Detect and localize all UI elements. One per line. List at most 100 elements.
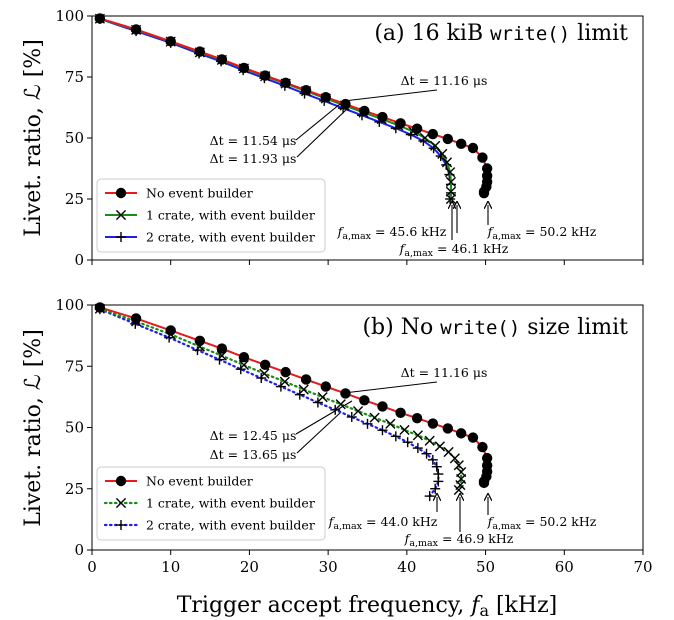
legend-label: 2 crate, with event builder — [146, 230, 315, 245]
legend-label: No event builder — [146, 474, 253, 489]
data-point — [427, 418, 439, 429]
data-point — [259, 359, 271, 370]
data-point — [442, 133, 453, 145]
data-point — [340, 388, 351, 399]
y-tick-label: 75 — [65, 68, 84, 86]
data-point — [279, 376, 290, 387]
series-1 — [94, 302, 493, 489]
annotation: Δt = 11.54 μs — [210, 103, 341, 148]
data-point — [481, 163, 493, 174]
data-point — [94, 13, 106, 24]
annotation-leader — [295, 103, 341, 141]
data-point — [455, 138, 467, 150]
x-tick-label: 40 — [397, 558, 416, 576]
data-point — [399, 424, 410, 436]
x-tick-label: 60 — [555, 558, 574, 576]
legend-entry: 2 crate, with event builder — [103, 518, 315, 533]
data-point — [445, 186, 457, 197]
data-point — [442, 423, 453, 434]
legend: No event builder 1 crate, with event buil… — [96, 466, 326, 541]
annotation: fa,max = 46.1 kHz — [399, 205, 509, 259]
data-point — [445, 167, 456, 178]
svg-text:fa,max = 44.0 kHz: fa,max = 44.0 kHz — [328, 514, 438, 532]
svg-text:Δt = 11.54 μs: Δt = 11.54 μs — [210, 133, 297, 148]
data-point — [437, 148, 448, 159]
data-point — [317, 392, 328, 403]
legend-entry: No event builder — [105, 186, 253, 201]
data-point — [477, 441, 488, 453]
data-point — [430, 483, 441, 494]
data-point — [116, 232, 126, 242]
annotation: Δt = 13.65 μs — [210, 412, 341, 462]
data-point — [214, 354, 225, 365]
panel-a: 0 25 50 75 100 Livet. ratio, ℒ [%] (a) 16 kiB … — [21, 7, 644, 269]
data-point — [402, 437, 413, 448]
data-point — [434, 441, 446, 452]
data-point — [165, 36, 176, 47]
data-point — [377, 425, 388, 436]
y-tick-label: 75 — [65, 357, 84, 375]
data-point — [165, 325, 176, 336]
panel-title: (b) No write() size limit — [362, 315, 628, 340]
annotation: fa,max = 46.9 kHz — [404, 497, 514, 549]
data-point — [412, 443, 423, 454]
x-axis-label: Trigger accept frequency, fa [kHz] — [177, 593, 558, 620]
y-tick-label: 50 — [65, 419, 84, 437]
data-point — [411, 412, 423, 424]
x-tick-label: 0 — [87, 558, 97, 576]
data-point — [294, 389, 305, 400]
panel-b: 0 25 50 75 100 0 10 20 30 40 50 60 70 Livet. ratio, ℒ… — [21, 296, 653, 576]
data-point — [298, 384, 309, 395]
panel-title: (a) 16 kiB write() limit — [374, 21, 628, 46]
svg-text:Δt = 11.16 μs: Δt = 11.16 μs — [401, 365, 488, 380]
svg-text:Δt = 11.93 μs: Δt = 11.93 μs — [210, 151, 297, 166]
data-point — [130, 24, 142, 35]
data-point — [362, 418, 373, 429]
y-tick-label: 25 — [65, 190, 84, 208]
legend: No event builder 1 crate, with event buil… — [96, 178, 326, 253]
legend-label: No event builder — [146, 186, 253, 201]
data-point — [259, 368, 270, 379]
data-point — [340, 98, 351, 110]
data-point — [377, 111, 388, 123]
data-point — [433, 476, 444, 487]
annotation: fa,max = 50.2 kHz — [487, 497, 597, 532]
data-point — [455, 428, 467, 439]
data-point — [312, 397, 323, 408]
x-tick-label: 70 — [633, 558, 652, 576]
data-point — [320, 92, 331, 103]
data-point — [115, 475, 127, 487]
y-axis-label: Livet. ratio, ℒ [%] — [21, 329, 46, 527]
annotation: Δt = 12.45 μs — [210, 400, 353, 443]
data-point — [481, 452, 493, 464]
y-axis-label: Livet. ratio, ℒ [%] — [21, 39, 46, 237]
data-point — [477, 152, 488, 163]
svg-text:fa,max = 50.2 kHz: fa,max = 50.2 kHz — [487, 224, 597, 242]
data-point — [130, 313, 142, 324]
data-point — [359, 105, 370, 117]
data-point — [300, 374, 312, 385]
data-point — [238, 359, 250, 371]
data-point — [256, 373, 267, 384]
data-point — [235, 364, 246, 375]
data-point — [216, 343, 228, 354]
legend-label: 1 crate, with event builder — [146, 208, 315, 223]
data-point — [116, 520, 126, 530]
legend-entry: No event builder — [105, 474, 253, 489]
data-point — [424, 435, 435, 446]
x-tick-label: 50 — [476, 558, 495, 576]
legend-label: 2 crate, with event builder — [146, 518, 315, 533]
data-point — [346, 411, 357, 422]
data-point — [115, 497, 127, 509]
data-point — [385, 418, 396, 429]
legend-box — [96, 466, 326, 541]
y-tick-label: 0 — [74, 541, 84, 559]
annotation-leader — [295, 400, 353, 435]
y-tick-label: 25 — [65, 480, 84, 498]
data-point — [427, 454, 438, 465]
annotation-leader — [343, 381, 438, 394]
data-point — [395, 118, 406, 129]
x-tick-label: 30 — [319, 558, 338, 576]
data-point — [238, 62, 250, 74]
